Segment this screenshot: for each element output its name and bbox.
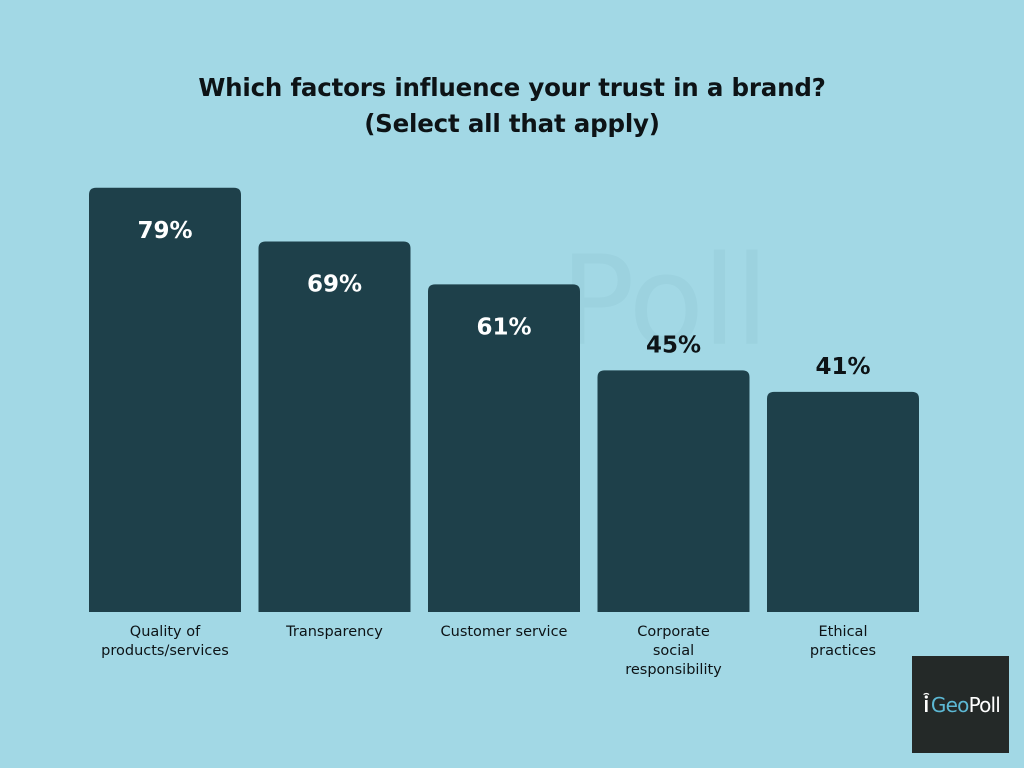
- category-label-4-line-1: Corporate: [637, 624, 710, 640]
- logo-text-poll: Poll: [968, 692, 1001, 717]
- bar-1: [89, 187, 241, 612]
- logo-text-geo: Geo: [930, 692, 969, 717]
- category-label-5: Ethical practices: [810, 624, 876, 659]
- category-label-3: Customer service: [441, 624, 568, 640]
- chart-title-line-2: (Select all that apply): [364, 109, 660, 138]
- bar-3: [428, 284, 580, 612]
- category-label-5-line-2: practices: [810, 643, 876, 659]
- value-label-4: 45%: [646, 332, 701, 358]
- category-label-5-line-1: Ethical: [819, 624, 868, 640]
- logo-signal-icon: [921, 691, 931, 718]
- category-label-2: Transparency: [285, 624, 383, 640]
- category-label-4-line-2: social: [653, 643, 694, 659]
- category-label-1: Quality of products/services: [101, 624, 229, 659]
- bar-5: [767, 391, 919, 612]
- value-label-1: 79%: [137, 218, 192, 244]
- category-label-1-line-1: Quality of: [130, 624, 201, 640]
- value-label-3: 61%: [476, 314, 531, 340]
- watermark-text: Poll: [560, 230, 769, 374]
- value-label-2: 69%: [307, 271, 362, 297]
- bar-4: [597, 370, 750, 612]
- category-label-1-line-2: products/services: [101, 643, 229, 659]
- geopoll-logo: Geo Poll: [912, 656, 1009, 753]
- chart-title-line-1: Which factors influence your trust in a …: [198, 73, 826, 102]
- category-label-2-line-1: Transparency: [285, 624, 383, 640]
- category-label-4: Corporate social responsibility: [625, 624, 722, 678]
- chart-title: Which factors influence your trust in a …: [0, 70, 1024, 142]
- value-label-5: 41%: [815, 354, 870, 380]
- category-label-4-line-3: responsibility: [625, 662, 722, 678]
- category-label-3-line-1: Customer service: [441, 624, 568, 640]
- bar-2: [258, 241, 411, 612]
